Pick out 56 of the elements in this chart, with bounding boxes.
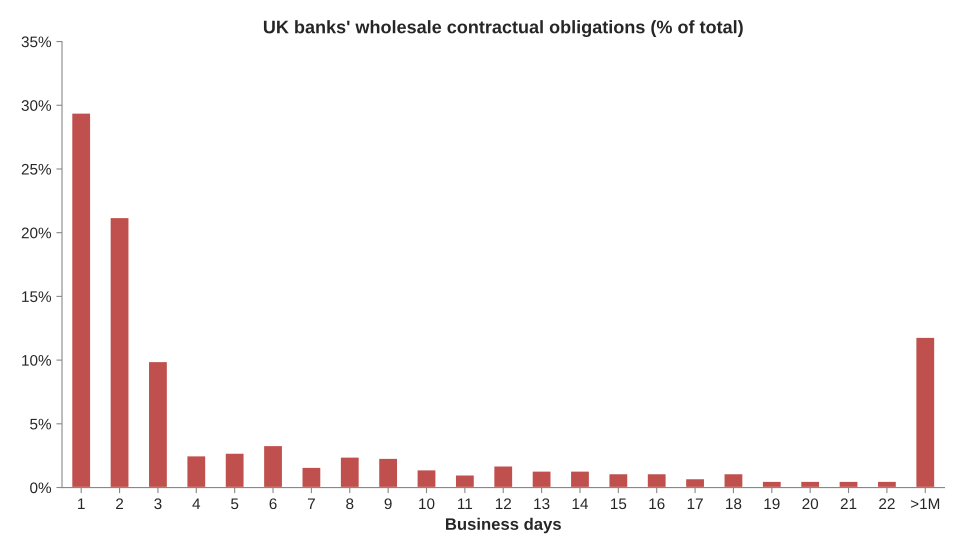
bar (492, 465, 514, 488)
x-tick-label: 21 (840, 498, 856, 510)
y-tick-label: 10% (22, 354, 52, 366)
bar (148, 360, 168, 488)
bar (838, 480, 859, 488)
x-tick-label: 14 (572, 498, 588, 510)
bar (70, 112, 92, 488)
bar (646, 472, 667, 488)
x-tick-label: 6 (270, 498, 277, 510)
x-tick-label: 13 (534, 498, 550, 510)
x-tick-label: 16 (649, 498, 665, 510)
bar (762, 480, 782, 488)
x-tick-label: 19 (764, 498, 780, 510)
bar (224, 452, 245, 488)
bar (416, 468, 437, 488)
bar (454, 474, 476, 488)
x-tick-label: 9 (384, 498, 392, 510)
x-tick-label: 15 (611, 498, 626, 510)
bar (186, 454, 207, 488)
y-tick-label: 25% (22, 164, 52, 175)
y-tick-label: 20% (22, 228, 52, 238)
bar (339, 456, 360, 488)
x-tick-label: 12 (496, 498, 511, 510)
bar (531, 470, 552, 488)
bar (800, 480, 820, 488)
bar (378, 458, 398, 488)
x-tick-label: 4 (192, 498, 200, 510)
bar (301, 466, 322, 488)
x-tick-label: 17 (688, 498, 703, 510)
x-tick-label: 11 (458, 498, 472, 510)
x-tick-label: 7 (308, 498, 315, 510)
y-tick-label: 15% (22, 291, 52, 302)
x-tick-label: 22 (879, 498, 895, 510)
x-tick-label: >1M (910, 498, 940, 510)
x-tick-label: 1 (78, 498, 85, 510)
x-tick-label: 3 (154, 498, 162, 510)
y-tick-label: 5% (30, 418, 52, 430)
chart-title: UK banks' wholesale contractual obligations (% of total) (264, 20, 743, 38)
bar (570, 470, 590, 488)
x-tick-label: 18 (726, 498, 742, 510)
bar (723, 472, 744, 488)
bar (914, 336, 936, 488)
y-tick-label: 30% (22, 100, 52, 111)
x-tick-label: 20 (802, 498, 818, 510)
bar (109, 216, 130, 488)
x-axis-title: Business days (446, 518, 561, 534)
bar (262, 444, 284, 488)
y-tick-label: 35% (22, 36, 52, 48)
x-tick-label: 5 (231, 498, 238, 510)
bar (684, 478, 706, 488)
x-tick-label: 10 (419, 498, 434, 510)
x-tick-label: 8 (346, 498, 354, 510)
x-tick-label: 2 (116, 498, 124, 510)
y-tick-label: 0% (30, 482, 52, 494)
bar (876, 480, 898, 488)
bar (608, 472, 629, 488)
